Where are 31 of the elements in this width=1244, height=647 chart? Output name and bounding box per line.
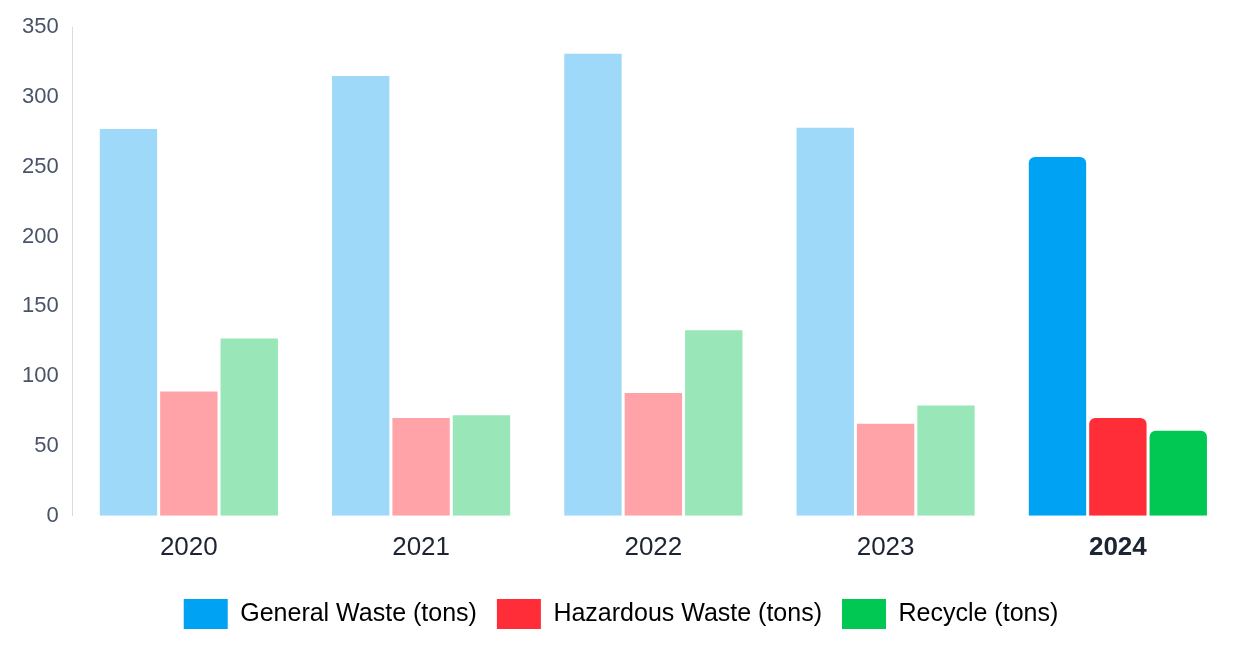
y-tick-label: 200 — [21, 222, 59, 248]
bar — [564, 53, 622, 516]
bar — [99, 129, 158, 516]
y-tick-label: 100 — [21, 362, 59, 388]
x-tick-label: 2022 — [624, 530, 683, 561]
legend-label: General Waste (tons) — [240, 597, 477, 626]
bar — [332, 76, 390, 516]
y-tick-label: 0 — [46, 501, 59, 527]
bar — [452, 415, 511, 516]
bar — [1149, 430, 1207, 516]
bar — [1028, 157, 1087, 516]
y-tick-label: 50 — [34, 432, 59, 458]
legend-label: Hazardous Waste (tons) — [553, 597, 823, 626]
x-tick-label: 2023 — [856, 530, 915, 561]
y-tick-label: 300 — [21, 83, 59, 109]
bar — [856, 423, 915, 516]
x-tick-label: 2024 — [1088, 530, 1148, 561]
x-tick-label: 2020 — [159, 530, 218, 561]
bar — [392, 418, 450, 516]
bar — [220, 338, 278, 516]
x-tick-label: 2021 — [392, 530, 451, 561]
bar — [160, 391, 218, 516]
bar — [624, 392, 683, 516]
y-tick-label: 350 — [21, 13, 59, 39]
bar — [685, 330, 743, 516]
y-tick-label: 250 — [21, 152, 59, 178]
bar — [917, 405, 975, 516]
bar — [1089, 418, 1147, 516]
y-tick-label: 150 — [21, 292, 59, 318]
bar — [796, 127, 854, 516]
legend-label: Recycle (tons) — [898, 597, 1059, 626]
